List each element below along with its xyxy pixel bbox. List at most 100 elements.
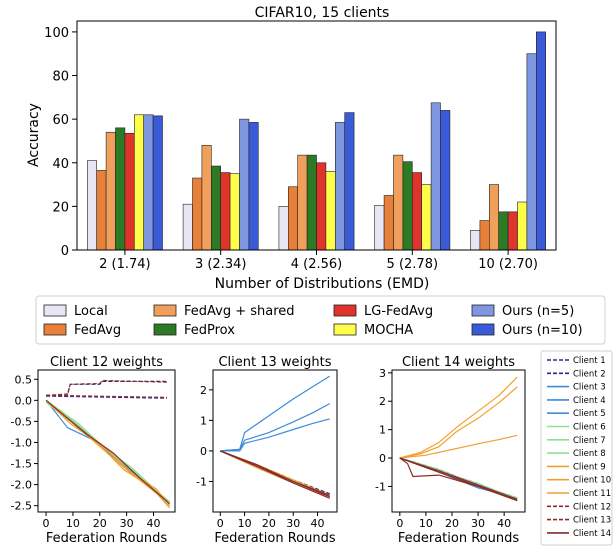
client-legend-label-client-7: Client 7 [573,436,606,446]
y-tick-label: 0 [379,452,386,465]
y-tick-label: -1.5 [11,458,32,471]
client-13-plot-title: Client 13 weights [218,355,331,370]
x-tick-label: 10 [419,517,433,530]
bar-local [182,203,193,251]
bar-ours-n-10 [535,31,546,251]
y-tick-label: 0 [61,244,69,259]
client-legend-label-client-12: Client 12 [573,502,611,512]
y-tick-label: 3 [379,367,386,380]
legend-swatch-fedprox [153,323,177,336]
client-14-plot-x-label: Federation Rounds [398,531,519,546]
bar-fedprox [115,127,126,251]
bar-ours-n-5 [334,122,345,251]
line-client-1 [46,380,167,396]
bar-ours-n-5 [526,53,537,251]
x-tick-label: 30 [120,517,134,530]
x-tick-label: 20 [93,517,107,530]
bar-ours-n-10 [248,122,259,251]
bar-fedprox [498,211,509,251]
bar-mocha [421,184,432,251]
bar-fedprox [211,165,222,251]
client-legend-label-client-4: Client 4 [573,396,606,406]
legend-swatch-ours-n-5 [471,304,495,317]
line-client-14 [45,399,170,505]
x-tick-label: 10 (2.70) [478,257,538,272]
bar-chart-title: CIFAR10, 15 clients [255,5,390,21]
bar-local [374,204,385,251]
y-tick-label: 1 [379,424,386,437]
bar-fedprox [402,161,413,251]
client-legend-label-client-14: Client 14 [573,529,611,539]
bar-local [470,230,481,251]
client-13-plot-x-label: Federation Rounds [214,531,335,546]
y-tick-label: 60 [52,113,69,128]
y-tick-label: -0.5 [11,415,32,428]
bar-fedavg [192,177,203,251]
bar-lg-fedavg [220,172,231,251]
client-12-weights-plot: Client 12 weights Federation Rounds 0 10 2… [11,355,176,546]
bar-ours-n-5 [239,118,250,251]
legend-frame [35,295,606,345]
bar-fedavg [383,195,394,251]
bar-plot-area: 0 20 40 60 80 100 2 (1.74) 3 (2.34) 4 (2.56) 5 (2… [44,20,557,272]
bar-fedavg [479,220,490,251]
client-14-weights-plot: Client 14 weights Federation Rounds 0 10 2… [375,355,526,546]
x-tick-label: 0 [217,517,224,530]
legend-label-mocha: MOCHA [364,323,413,338]
bar-chart-y-label: Accuracy [26,103,42,167]
client-legend-label-client-8: Client 8 [573,449,606,459]
y-tick-label: 80 [52,70,69,85]
bar-ours-n-5 [430,102,441,251]
line-client-2 [46,395,167,399]
x-tick-label: 0 [43,517,50,530]
bar-fedavg-shared [105,131,116,251]
plot-frame [391,369,526,513]
bar-mocha [517,201,528,251]
client-legend-label-client-10: Client 10 [573,476,611,486]
line-client-14 [220,450,330,499]
bar-chart: CIFAR10, 15 clients Accuracy Number of D… [26,5,557,292]
client-legend-label-client-11: Client 11 [573,489,611,499]
legend-swatch-fedavg [43,323,67,336]
legend-swatch-lg-fedavg [333,304,357,317]
x-tick-label: 40 [147,517,161,530]
x-tick-label: 30 [286,517,300,530]
legend-label-lg-fedavg: LG-FedAvg [364,304,433,319]
y-tick-label: 0.0 [15,394,33,407]
client-12-plot-x-label: Federation Rounds [46,531,167,546]
y-tick-label: 0 [200,445,207,458]
client-12-plot-title: Client 12 weights [50,355,163,370]
bar-chart-legend: Local FedAvg FedAvg + shared FedProx LG-FedA… [35,295,606,345]
x-tick-label: 20 [262,517,276,530]
line-client-5 [220,418,330,452]
legend-swatch-local [43,304,67,317]
line-client-13 [220,450,330,496]
line-client-4 [220,403,330,452]
x-tick-label: 40 [311,517,325,530]
line-client-13 [46,379,167,396]
client-legend-label-client-2: Client 2 [573,369,606,379]
y-tick-label: -2.5 [11,500,32,513]
client-legend-label-client-9: Client 9 [573,462,606,472]
bar-lg-fedavg [411,172,422,251]
client-legend: Client 1 Client 2 Client 3 Client 4 Client 5… [540,350,613,546]
plot-frame [212,369,338,513]
legend-swatch-ours-n-10 [471,323,495,336]
legend-label-ours-n-5: Ours (n=5) [502,304,574,319]
y-tick-label: -2.0 [11,479,32,492]
line-client-8 [399,457,518,499]
legend-label-ours-n-10: Ours (n=10) [502,323,583,338]
x-tick-label: 10 [238,517,252,530]
bar-mocha [325,171,336,251]
x-tick-label: 40 [497,517,511,530]
plot-frame [37,369,176,513]
bar-ours-n-5 [143,114,154,251]
y-tick-label: -1 [196,475,207,488]
x-tick-label: 5 (2.78) [387,257,439,272]
y-tick-label: 2 [379,395,386,408]
bar-lg-fedavg [316,162,327,251]
line-client-3 [220,375,331,452]
line-client-14 [399,457,518,502]
bar-ours-n-10 [344,112,355,251]
